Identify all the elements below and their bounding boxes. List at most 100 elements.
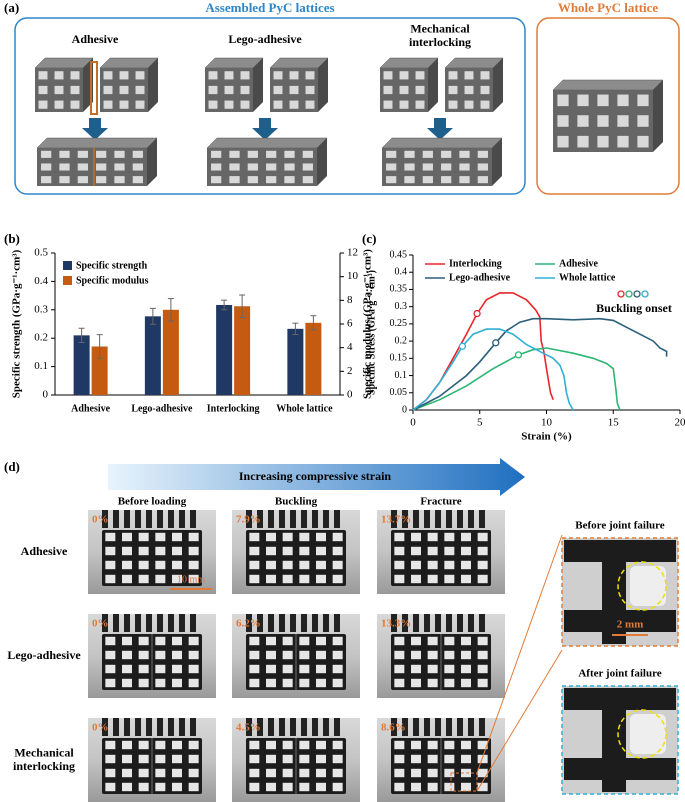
scale-bar-label: 10 mm: [177, 574, 205, 585]
specimen-hole: [411, 768, 421, 778]
legend-swatch: [63, 276, 72, 285]
loading-pin: [413, 510, 419, 528]
strain-label: 4.5%: [236, 722, 261, 734]
specimen-hole: [461, 532, 471, 542]
loading-pin: [157, 614, 163, 632]
loading-pin: [301, 614, 307, 632]
zoom-title: After joint failure: [578, 668, 661, 680]
lattice-hole: [59, 163, 70, 171]
lattice-side: [428, 58, 438, 112]
loading-pin: [290, 510, 296, 528]
specimen-hole: [172, 740, 182, 750]
specimen-hole: [427, 574, 438, 584]
lattice-hole: [302, 150, 313, 158]
lattice-hole: [77, 150, 88, 158]
specimen-hole: [461, 560, 471, 570]
y-tick-label: 0.2: [395, 335, 408, 346]
specimen-hole: [188, 532, 199, 542]
x-tick-label: 5: [477, 417, 483, 429]
specimen-hole: [122, 532, 132, 542]
lattice-hole: [448, 100, 458, 109]
lattice-hole: [38, 71, 48, 80]
specimen-hole: [299, 678, 310, 688]
specimen-hole: [172, 782, 182, 792]
lattice-hole: [247, 176, 258, 184]
loading-pin: [124, 510, 130, 528]
specimen-hole: [172, 754, 182, 764]
specimen-hole: [477, 678, 488, 688]
specimen-hole: [138, 782, 149, 792]
specimen-hole: [249, 754, 260, 764]
y2-tick-label: 2: [347, 365, 353, 377]
buckling-marker: [458, 342, 467, 350]
lattice-hole: [96, 150, 107, 158]
specimen-hole: [411, 664, 421, 674]
specimen-hole: [266, 532, 276, 542]
loading-pin: [157, 510, 163, 528]
loading-pin: [468, 718, 474, 736]
group-title: Whole PyC lattice: [558, 0, 659, 15]
zoom-highlight: [617, 709, 667, 759]
specimen-hole: [105, 754, 116, 764]
lattice-hole: [103, 71, 113, 80]
specimen-hole: [266, 664, 276, 674]
specimen-hole: [394, 740, 405, 750]
specimen-hole: [188, 754, 199, 764]
specimen-hole: [316, 532, 326, 542]
lattice-hole: [103, 100, 113, 109]
lattice-hole: [284, 163, 295, 171]
lattice-hole: [208, 71, 218, 80]
specimen-hole: [172, 532, 182, 542]
specimen-hole: [477, 650, 488, 660]
specimen-hole: [461, 546, 471, 556]
specimen-hole: [266, 636, 276, 646]
lattice-hole: [617, 94, 629, 107]
lattice-hole: [459, 176, 470, 184]
lattice-hole: [240, 71, 250, 80]
loading-pin: [179, 614, 185, 632]
x-tick-label: 0: [410, 417, 416, 429]
specimen-hole: [282, 574, 293, 584]
lattice-hole: [284, 150, 295, 158]
row-label: Adhesive: [21, 544, 68, 558]
lattice-hole: [305, 100, 315, 109]
strain-label: 0%: [92, 514, 109, 526]
specimen-hole: [299, 754, 310, 764]
buckling-marker: [514, 351, 523, 359]
group-title: Assembled PyC lattices: [205, 0, 334, 15]
zoom-hole: [630, 714, 666, 754]
lattice-hole: [119, 100, 129, 109]
loading-pin: [468, 614, 474, 632]
loading-pin: [435, 718, 441, 736]
loading-pin: [268, 614, 274, 632]
lattice-hole: [273, 71, 283, 80]
specimen-hole: [316, 782, 326, 792]
specimen-hole: [444, 636, 455, 646]
zoom-highlight: [617, 561, 667, 611]
specimen-hole: [461, 678, 471, 688]
specimen-hole: [138, 678, 149, 688]
loading-pin: [102, 510, 108, 528]
loading-pin: [323, 614, 329, 632]
lattice-top: [444, 57, 504, 69]
specimen-hole: [461, 574, 471, 584]
specimen-hole: [172, 574, 182, 584]
specimen-hole: [188, 782, 199, 792]
loading-pin: [424, 614, 430, 632]
y2-tick-label: 0: [347, 389, 353, 401]
lattice-hole: [96, 163, 107, 171]
loading-pin: [124, 614, 130, 632]
loading-pin: [312, 718, 318, 736]
y-tick-label: 0.3: [34, 303, 48, 315]
specimen-hole: [394, 768, 405, 778]
y-tick-label: 0.35: [390, 284, 408, 295]
loading-pin: [424, 718, 430, 736]
arrow: [82, 118, 108, 140]
lattice-hole: [404, 176, 415, 184]
specimen-hole: [477, 782, 488, 792]
y-tick-label: 0: [402, 404, 407, 415]
loading-pin: [257, 718, 263, 736]
y2-tick-label: 4: [347, 341, 353, 353]
lattice-hole: [132, 163, 143, 171]
group-box: [14, 17, 526, 195]
